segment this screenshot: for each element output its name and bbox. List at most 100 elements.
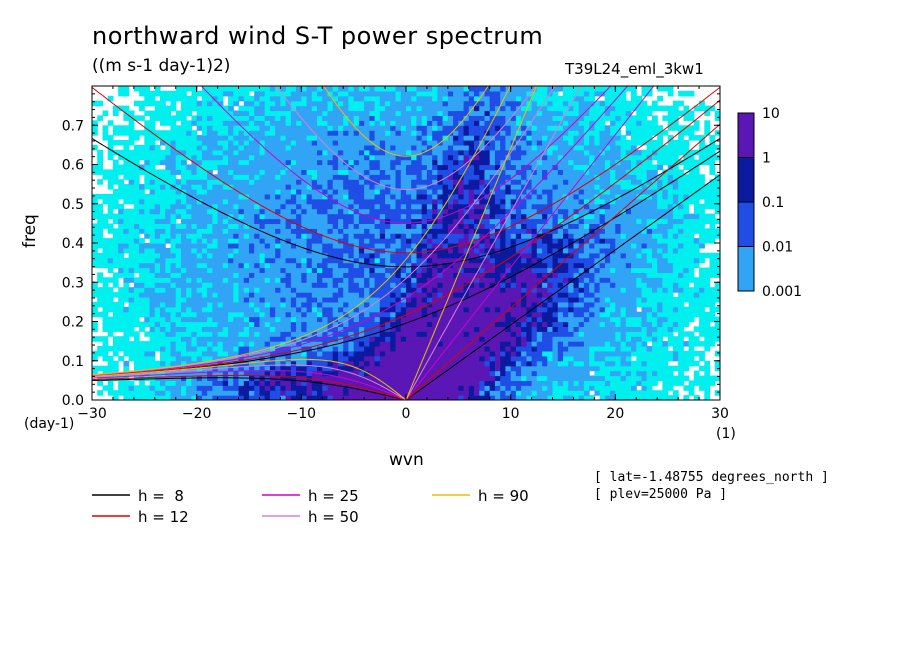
contour-cell (102, 297, 109, 303)
contour-cell (254, 149, 260, 156)
contour-cell (343, 105, 349, 112)
contour-cell (400, 120, 407, 126)
contour-cell (369, 125, 376, 131)
contour-cell (191, 193, 198, 200)
contour-cell (222, 159, 229, 166)
contour-cell (453, 355, 459, 362)
contour-cell (149, 115, 156, 121)
contour-cell (358, 277, 365, 283)
contour-cell (505, 346, 512, 352)
contour-cell (290, 287, 297, 293)
contour-cell (97, 297, 103, 303)
contour-cell (139, 238, 145, 244)
contour-cell (379, 301, 386, 308)
contour-cell (275, 193, 281, 200)
contour-cell (322, 311, 329, 318)
contour-cell (144, 90, 151, 97)
contour-cell (338, 326, 344, 332)
contour-cell (175, 346, 182, 352)
contour-cell (364, 164, 370, 170)
contour-cell (495, 326, 501, 332)
contour-cell (447, 140, 454, 146)
contour-cell (243, 228, 250, 234)
contour-cell (123, 169, 130, 175)
contour-cell (280, 198, 287, 205)
contour-cell (191, 282, 198, 288)
contour-cell (348, 100, 355, 107)
contour-cell (222, 120, 229, 126)
contour-cell (170, 174, 177, 180)
contour-cell (102, 135, 109, 141)
contour-cell (269, 95, 276, 102)
contour-cell (327, 189, 334, 195)
contour-cell (421, 135, 428, 141)
contour-cell (296, 243, 302, 249)
contour-cell (222, 105, 229, 112)
contour-cell (500, 193, 506, 200)
contour-cell (238, 169, 245, 175)
contour-cell (144, 100, 151, 107)
contour-cell (332, 262, 339, 269)
contour-cell (358, 292, 365, 298)
contour-cell (479, 223, 486, 229)
contour-cell (118, 321, 124, 327)
contour-cell (301, 287, 308, 293)
contour-cell (249, 292, 255, 298)
contour-cell (416, 331, 423, 337)
contour-cell (416, 238, 423, 244)
contour-cell (207, 257, 213, 264)
contour-cell (290, 179, 297, 185)
contour-cell (228, 198, 234, 205)
contour-cell (212, 311, 219, 318)
contour-cell (442, 203, 449, 210)
contour-cell (233, 380, 240, 386)
contour-cell (437, 341, 444, 347)
contour-cell (474, 86, 480, 92)
contour-cell (259, 86, 266, 92)
contour-cell (500, 267, 506, 273)
contour-cell (296, 331, 302, 337)
contour-cell (348, 247, 355, 254)
contour-cell (181, 326, 187, 332)
contour-cell (432, 277, 438, 283)
contour-cell (233, 164, 240, 170)
contour-cell (379, 292, 386, 298)
contour-cell (500, 86, 506, 92)
contour-cell (332, 321, 339, 327)
contour-cell (421, 144, 428, 151)
contour-cell (196, 326, 203, 332)
contour-cell (338, 193, 344, 200)
contour-cell (254, 350, 260, 357)
contour-cell (306, 272, 313, 278)
contour-cell (311, 390, 318, 396)
contour-cell (290, 262, 297, 269)
contour-cell (374, 144, 381, 151)
contour-cell (296, 297, 302, 303)
contour-cell (317, 355, 323, 362)
contour-cell (489, 282, 496, 288)
contour-cell (432, 203, 438, 210)
contour-cell (306, 316, 313, 323)
contour-cell (489, 355, 496, 362)
contour-cell (128, 135, 135, 141)
contour-cell (505, 306, 512, 313)
contour-cell (259, 360, 266, 367)
contour-cell (317, 130, 323, 136)
contour-cell (432, 390, 438, 396)
contour-cell (353, 164, 360, 170)
contour-cell (463, 238, 470, 244)
contour-cell (160, 355, 166, 362)
contour-cell (447, 164, 454, 170)
contour-cell (343, 218, 349, 224)
contour-cell (385, 287, 391, 293)
contour-cell (128, 355, 135, 362)
contour-cell (128, 149, 135, 156)
contour-cell (385, 135, 391, 141)
contour-cell (421, 375, 428, 381)
contour-cell (406, 277, 412, 283)
contour-cell (254, 203, 260, 210)
contour-cell (374, 360, 381, 367)
contour-cell (411, 164, 417, 170)
contour-cell (395, 135, 402, 141)
contour-cell (421, 360, 428, 367)
